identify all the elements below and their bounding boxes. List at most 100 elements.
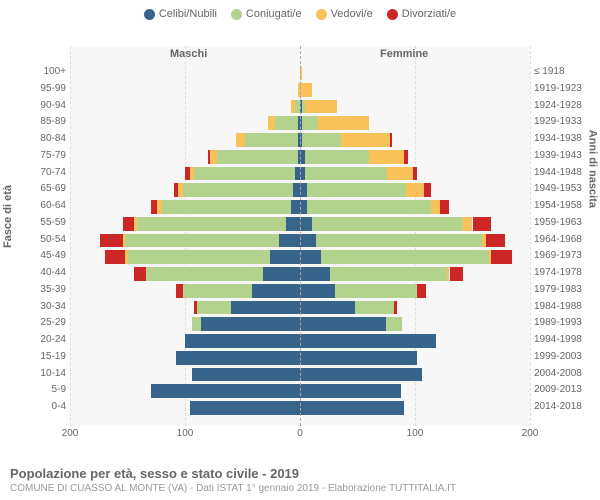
legend-item: Celibi/Nubili bbox=[144, 8, 217, 20]
age-label: 65-69 bbox=[6, 183, 66, 194]
bar-male bbox=[176, 351, 300, 365]
birth-label: 1919-1923 bbox=[534, 83, 590, 94]
bar-female bbox=[440, 200, 449, 214]
birth-label: 1939-1943 bbox=[534, 150, 590, 161]
bar-female bbox=[300, 267, 330, 281]
bar-female bbox=[305, 167, 388, 181]
birth-label: 2009-2013 bbox=[534, 384, 590, 395]
bar-female bbox=[300, 334, 436, 348]
age-label: 30-34 bbox=[6, 301, 66, 312]
bar-female bbox=[450, 267, 464, 281]
legend-item: Vedovi/e bbox=[316, 8, 373, 20]
bar-male bbox=[183, 183, 293, 197]
legend-label: Coniugati/e bbox=[246, 8, 302, 20]
bar-female bbox=[406, 183, 424, 197]
birth-label: 1944-1948 bbox=[534, 167, 590, 178]
grid-line bbox=[530, 46, 531, 426]
bar-female bbox=[390, 133, 392, 147]
bar-male bbox=[128, 250, 271, 264]
bar-female bbox=[300, 234, 316, 248]
x-tick-label: 100 bbox=[407, 428, 424, 439]
bar-male bbox=[151, 200, 158, 214]
legend-label: Divorziati/e bbox=[402, 8, 456, 20]
age-label: 10-14 bbox=[6, 368, 66, 379]
bar-male bbox=[185, 167, 190, 181]
bar-female bbox=[307, 183, 406, 197]
age-label: 45-49 bbox=[6, 250, 66, 261]
birth-label: 2014-2018 bbox=[534, 401, 590, 412]
bar-male bbox=[146, 267, 263, 281]
bar-male bbox=[123, 234, 125, 248]
birth-label: 1964-1968 bbox=[534, 234, 590, 245]
bar-female bbox=[300, 301, 355, 315]
legend-label: Celibi/Nubili bbox=[159, 8, 217, 20]
age-label: 80-84 bbox=[6, 133, 66, 144]
age-label: 0-4 bbox=[6, 401, 66, 412]
bar-female bbox=[463, 217, 472, 231]
bar-male bbox=[291, 200, 300, 214]
bar-male bbox=[125, 234, 279, 248]
birth-label: 2004-2008 bbox=[534, 368, 590, 379]
age-label: 20-24 bbox=[6, 334, 66, 345]
bar-male bbox=[100, 234, 123, 248]
bar-male bbox=[192, 317, 201, 331]
bar-female bbox=[431, 200, 440, 214]
bar-female bbox=[417, 284, 426, 298]
birth-label: 1934-1938 bbox=[534, 133, 590, 144]
bar-male bbox=[293, 183, 300, 197]
chart-subtitle: COMUNE DI CUASSO AL MONTE (VA) - Dati IS… bbox=[10, 483, 590, 494]
bar-female bbox=[305, 150, 369, 164]
bar-female bbox=[424, 183, 431, 197]
bar-male bbox=[123, 217, 135, 231]
bar-female bbox=[318, 116, 369, 130]
bar-male bbox=[208, 150, 210, 164]
bar-male bbox=[162, 200, 291, 214]
bar-male bbox=[174, 183, 179, 197]
birth-label: 1999-2003 bbox=[534, 351, 590, 362]
bar-male bbox=[201, 317, 300, 331]
bar-female bbox=[300, 284, 335, 298]
legend-swatch bbox=[231, 9, 242, 20]
bar-female bbox=[413, 167, 418, 181]
bar-female bbox=[300, 83, 312, 97]
age-label: 60-64 bbox=[6, 200, 66, 211]
legend-swatch bbox=[387, 9, 398, 20]
bar-male bbox=[270, 250, 300, 264]
bar-female bbox=[341, 133, 389, 147]
bar-female bbox=[300, 351, 417, 365]
birth-label: ≤ 1918 bbox=[534, 66, 590, 77]
age-label: 95-99 bbox=[6, 83, 66, 94]
x-tick-label: 200 bbox=[62, 428, 79, 439]
bar-male bbox=[183, 284, 252, 298]
chart: Fasce di età Anni di nascita Maschi Femm… bbox=[0, 28, 600, 448]
birth-label: 1959-1963 bbox=[534, 217, 590, 228]
bar-female bbox=[394, 301, 396, 315]
legend-label: Vedovi/e bbox=[331, 8, 373, 20]
age-label: 75-79 bbox=[6, 150, 66, 161]
col-header-left: Maschi bbox=[170, 48, 207, 60]
bar-female bbox=[300, 200, 307, 214]
bar-female bbox=[316, 234, 482, 248]
bar-male bbox=[252, 284, 300, 298]
bar-male bbox=[286, 217, 300, 231]
bar-female bbox=[307, 200, 431, 214]
birth-label: 1979-1983 bbox=[534, 284, 590, 295]
bar-female bbox=[386, 317, 402, 331]
bar-female bbox=[486, 234, 504, 248]
bar-male bbox=[190, 167, 195, 181]
birth-label: 1989-1993 bbox=[534, 317, 590, 328]
legend-item: Divorziati/e bbox=[387, 8, 456, 20]
birth-label: 1929-1933 bbox=[534, 116, 590, 127]
bar-male bbox=[125, 250, 127, 264]
birth-label: 1984-1988 bbox=[534, 301, 590, 312]
bar-female bbox=[369, 150, 404, 164]
legend-item: Coniugati/e bbox=[231, 8, 302, 20]
bar-male bbox=[231, 301, 300, 315]
bar-female bbox=[300, 217, 312, 231]
legend: Celibi/Nubili Coniugati/e Vedovi/e Divorzia… bbox=[0, 0, 600, 20]
bar-female bbox=[305, 100, 337, 114]
bar-female bbox=[387, 167, 412, 181]
birth-label: 1974-1978 bbox=[534, 267, 590, 278]
bar-male bbox=[178, 183, 183, 197]
bar-male bbox=[190, 401, 300, 415]
